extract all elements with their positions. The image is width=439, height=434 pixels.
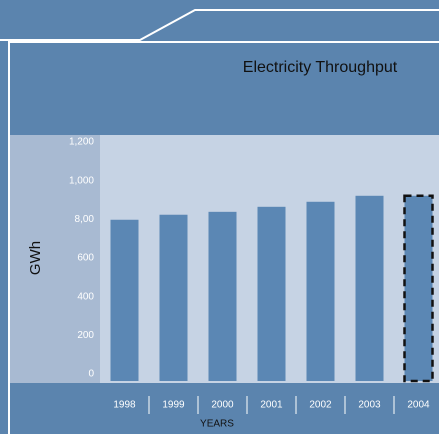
- y-tick-label: 200: [77, 330, 94, 341]
- bar: [355, 195, 384, 381]
- bar: [306, 201, 335, 381]
- x-tick-label: 2003: [358, 400, 381, 411]
- y-axis-panel: [10, 135, 100, 383]
- bar: [403, 194, 434, 383]
- y-axis-label: GWh: [27, 241, 44, 275]
- y-tick-label: 400: [77, 291, 94, 302]
- bar: [208, 211, 237, 381]
- x-tick-label: 2000: [211, 400, 234, 411]
- y-tick-label: 1,000: [69, 175, 94, 186]
- panel-border: [8, 41, 439, 434]
- x-tick-label: 1999: [162, 400, 185, 411]
- y-tick-label: 0: [88, 369, 94, 380]
- x-axis-label: YEARS: [200, 419, 234, 430]
- y-tick-label: 600: [77, 253, 94, 264]
- x-tick-label: 2004: [407, 400, 430, 411]
- tab-edge: [0, 9, 439, 41]
- chart-title: Electricity Throughput: [243, 59, 398, 76]
- x-tick-label: 2001: [260, 400, 283, 411]
- bar: [257, 206, 286, 381]
- x-tick-label: 2002: [309, 400, 332, 411]
- y-tick-label: 1,200: [69, 137, 94, 148]
- x-tick-label: 1998: [113, 400, 136, 411]
- bar: [159, 214, 188, 381]
- y-tick-label: 8,00: [75, 214, 95, 225]
- bar: [110, 219, 139, 381]
